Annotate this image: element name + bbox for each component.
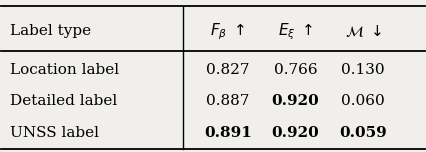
Text: 0.059: 0.059 [340,126,387,140]
Text: 0.920: 0.920 [272,126,320,140]
Text: $E_{\xi}$ $\uparrow$: $E_{\xi}$ $\uparrow$ [278,21,313,41]
Text: Detailed label: Detailed label [10,94,117,108]
Text: 0.060: 0.060 [341,94,385,108]
Text: $F_{\beta}$ $\uparrow$: $F_{\beta}$ $\uparrow$ [210,21,245,41]
Text: Location label: Location label [10,63,119,77]
Text: 0.827: 0.827 [206,63,250,77]
Text: 0.766: 0.766 [274,63,317,77]
Text: 0.920: 0.920 [272,94,320,108]
Text: $\mathcal{M}$ $\downarrow$: $\mathcal{M}$ $\downarrow$ [345,23,382,39]
Text: 0.887: 0.887 [206,94,250,108]
Text: 0.130: 0.130 [341,63,385,77]
Text: Label type: Label type [10,24,91,38]
Text: UNSS label: UNSS label [10,126,99,140]
Text: 0.891: 0.891 [204,126,252,140]
